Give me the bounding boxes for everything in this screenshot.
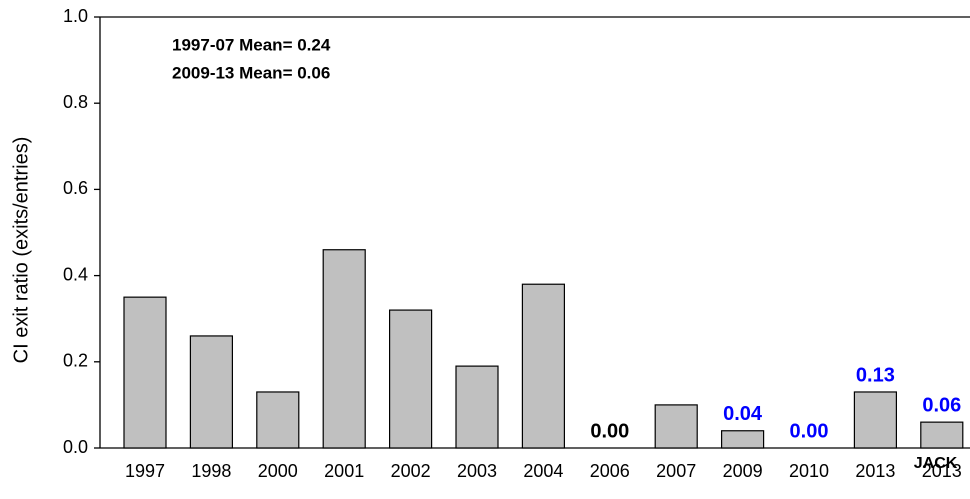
- bar: [256, 391, 300, 449]
- annotation: 1997-07 Mean= 0.24: [172, 35, 331, 54]
- x-tick-label: 2004: [523, 461, 563, 481]
- bar: [389, 309, 433, 449]
- value-label: 0.00: [790, 420, 829, 442]
- bar: [920, 421, 964, 449]
- x-tick-label: 2007: [656, 461, 696, 481]
- bar: [123, 296, 167, 449]
- x-tick-label: 2009: [723, 461, 763, 481]
- value-label: 0.13: [856, 364, 895, 386]
- bar: [853, 391, 898, 449]
- annotation: 2009-13 Mean= 0.06: [172, 63, 330, 82]
- bar: [654, 404, 698, 449]
- bar: [322, 249, 366, 449]
- x-tick-label: 2006: [590, 461, 630, 481]
- x-tick-label: 2013: [922, 461, 962, 481]
- y-tick-label: 0.0: [63, 437, 88, 457]
- bar: [455, 365, 499, 449]
- y-tick-label: 0.8: [63, 92, 88, 112]
- value-label: 0.06: [922, 394, 961, 416]
- bar: [521, 283, 566, 449]
- x-tick-label: 1997: [125, 461, 165, 481]
- x-tick-label: 1998: [191, 461, 231, 481]
- y-tick-label: 0.2: [63, 351, 88, 371]
- y-tick-label: 1.0: [63, 6, 88, 26]
- y-tick-label: 0.4: [63, 264, 88, 284]
- y-axis-label: CI exit ratio (exits/entries): [10, 137, 32, 364]
- value-label: 0.00: [590, 420, 629, 442]
- x-tick-label: 2003: [457, 461, 497, 481]
- annotation: JACK: [914, 455, 958, 472]
- bar: [720, 430, 765, 449]
- x-tick-label: 2000: [258, 461, 298, 481]
- x-tick-label: 2002: [391, 461, 431, 481]
- bar: [189, 335, 233, 449]
- y-tick-label: 0.6: [63, 178, 88, 198]
- x-tick-label: 2013: [855, 461, 895, 481]
- value-label: 0.04: [723, 403, 763, 425]
- x-tick-label: 2010: [789, 461, 829, 481]
- x-tick-label: 2001: [324, 461, 364, 481]
